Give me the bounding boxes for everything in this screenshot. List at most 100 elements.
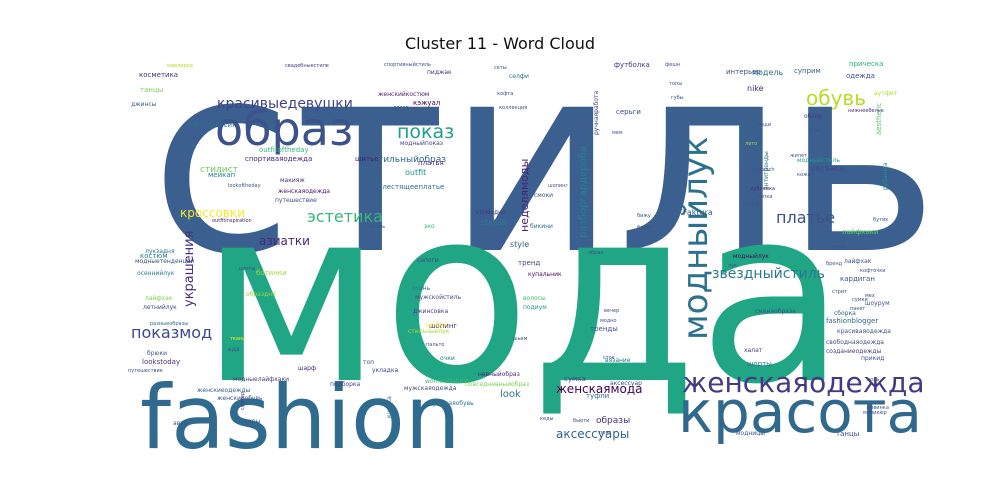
word-113: мужскаямода bbox=[739, 121, 746, 165]
word-153: кеды bbox=[540, 416, 554, 422]
word-71: купальник bbox=[528, 271, 562, 278]
word-38: одежда bbox=[846, 72, 875, 80]
word-72: осень bbox=[412, 285, 431, 292]
word-12: красивыедевушки bbox=[217, 96, 353, 112]
word-58: outfitoftheday bbox=[259, 146, 309, 154]
word-128: шарф bbox=[298, 365, 316, 372]
word-76: шоурум bbox=[865, 300, 890, 307]
word-116: дубленка bbox=[750, 186, 775, 192]
word-127: кепка bbox=[757, 194, 772, 200]
word-94: модныетенденции bbox=[135, 258, 195, 265]
word-48: суприм bbox=[794, 67, 821, 75]
word-35: outfit bbox=[405, 168, 426, 177]
word-10: эстетика bbox=[307, 207, 383, 226]
word-53: кэжуал bbox=[413, 99, 440, 107]
word-145: кутюр bbox=[743, 201, 759, 207]
word-44: танцы bbox=[140, 86, 163, 94]
word-165: ткань bbox=[832, 244, 847, 250]
word-99: lookоftheday bbox=[228, 183, 261, 189]
word-173: сумки bbox=[852, 297, 868, 303]
word-26: стилист bbox=[200, 165, 238, 175]
word-25: nike bbox=[747, 84, 764, 93]
word-139: свитер bbox=[240, 392, 246, 410]
word-42: кардиган bbox=[840, 275, 875, 283]
word-3: красота bbox=[678, 378, 922, 446]
word-107: стильныелук bbox=[408, 328, 450, 335]
word-161: сеты bbox=[494, 65, 507, 71]
word-158: пояс bbox=[599, 430, 611, 436]
word-148: тюль bbox=[866, 377, 879, 383]
word-19: неделямоды bbox=[518, 159, 531, 232]
word-46: футболка bbox=[614, 61, 650, 69]
word-155: кожа bbox=[797, 172, 811, 178]
word-52: платья bbox=[418, 159, 444, 167]
word-110: ручнаяработа bbox=[593, 91, 600, 135]
word-95: осеннийлук bbox=[137, 270, 175, 277]
word-118: нижнеебелье bbox=[848, 108, 884, 114]
word-159: вещи bbox=[757, 122, 771, 128]
word-8: показ bbox=[397, 121, 454, 143]
word-62: женскаяодежда bbox=[278, 188, 330, 195]
word-168: фешн bbox=[665, 62, 680, 68]
word-80: созданиеодежды bbox=[826, 348, 882, 355]
word-102: женскиеодежды bbox=[197, 387, 251, 394]
word-152: пальто bbox=[426, 342, 444, 348]
word-104: мужскаяодежда bbox=[404, 385, 457, 392]
word-30: тренд bbox=[518, 259, 540, 267]
word-50: мейкап bbox=[208, 171, 235, 179]
word-143: лето bbox=[745, 141, 757, 147]
word-142: мех bbox=[865, 293, 875, 299]
chart-title: Cluster 11 - Word Cloud bbox=[404, 34, 596, 53]
word-96: летнийлук bbox=[143, 304, 177, 311]
word-33: туфли bbox=[586, 392, 609, 400]
word-82: халат bbox=[744, 347, 763, 354]
word-92: джинсы bbox=[131, 101, 157, 108]
word-111: спортивныйстиль bbox=[384, 61, 431, 68]
word-77: сменаобраза bbox=[755, 308, 796, 315]
word-83: лукбук bbox=[425, 322, 447, 329]
word-176: кофта bbox=[497, 91, 513, 97]
word-61: эко bbox=[424, 223, 435, 230]
word-167: шьем bbox=[513, 336, 528, 342]
word-179: шопинг bbox=[548, 183, 568, 189]
word-70: подиум bbox=[523, 304, 547, 311]
word-23: образы bbox=[596, 416, 630, 426]
word-37: style bbox=[510, 240, 529, 249]
word-150: декор bbox=[393, 105, 409, 111]
word-11: платье bbox=[776, 208, 835, 227]
word-170: новинка bbox=[867, 405, 889, 411]
word-20: разборгардероба bbox=[578, 146, 589, 238]
word-15: женскаямода bbox=[556, 382, 643, 396]
word-85: лайфхак bbox=[844, 258, 872, 265]
word-122: женскиеобувь bbox=[217, 395, 263, 402]
word-171: бьюти bbox=[573, 418, 589, 424]
word-66: бикини bbox=[530, 223, 553, 230]
word-57: спортиваяодежда bbox=[245, 155, 312, 163]
word-86: укладка bbox=[372, 367, 398, 374]
word-56: фотосессия bbox=[193, 121, 236, 129]
word-14: аксессуары bbox=[556, 427, 629, 441]
word-64: блестящееплатье bbox=[378, 183, 444, 191]
word-178: образ bbox=[588, 250, 603, 256]
word-123: селфи bbox=[509, 73, 529, 80]
word-90: обзор bbox=[804, 113, 822, 120]
word-40: танцы bbox=[836, 430, 859, 438]
word-101: путешествие bbox=[128, 368, 163, 374]
word-7: обувь bbox=[806, 86, 866, 110]
word-5: женскаяодежда bbox=[682, 366, 925, 399]
word-114: антитренды bbox=[763, 151, 770, 190]
word-41: ботинки bbox=[256, 269, 287, 277]
word-163: бренд bbox=[826, 261, 843, 267]
word-151: бижу bbox=[637, 213, 651, 219]
word-16: азиатки bbox=[259, 234, 310, 248]
word-154: губы bbox=[671, 95, 684, 101]
word-162: pink bbox=[809, 128, 820, 134]
word-119: dimanch bbox=[753, 167, 775, 173]
word-43: косметика bbox=[139, 71, 178, 79]
word-84: прикид bbox=[861, 355, 884, 362]
word-24: versace bbox=[810, 164, 846, 174]
word-78: fashionblogger bbox=[826, 317, 878, 325]
word-0: стиль bbox=[150, 7, 939, 312]
word-65: чтомодно bbox=[475, 209, 506, 216]
